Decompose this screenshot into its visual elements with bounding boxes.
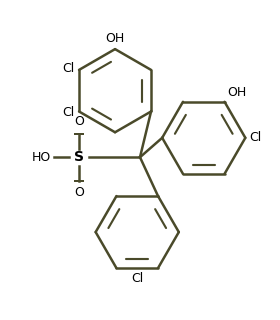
Text: OH: OH <box>227 86 247 99</box>
Text: O: O <box>74 186 84 199</box>
Text: HO: HO <box>32 151 51 164</box>
Text: Cl: Cl <box>131 272 143 285</box>
Text: Cl: Cl <box>249 131 262 144</box>
Text: Cl: Cl <box>63 62 75 75</box>
Text: O: O <box>74 115 84 128</box>
Text: Cl: Cl <box>63 106 75 119</box>
Text: OH: OH <box>106 32 125 45</box>
Text: S: S <box>74 150 84 164</box>
